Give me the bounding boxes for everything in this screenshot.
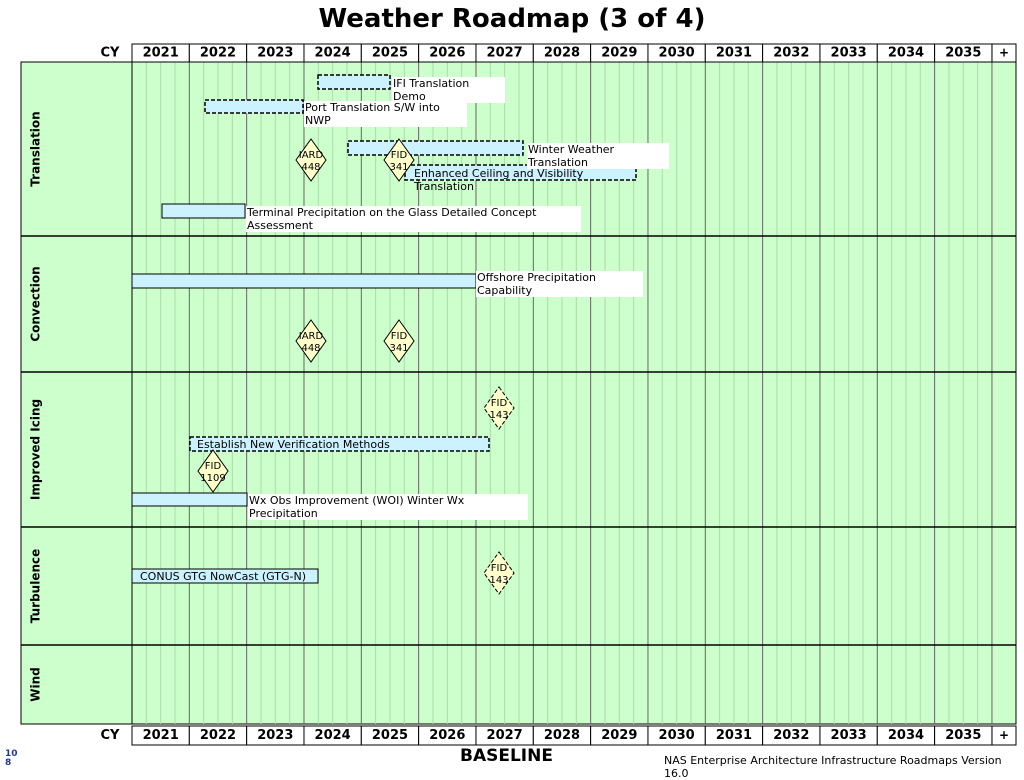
year-label: 2031 bbox=[716, 46, 752, 61]
milestone-label: 143 bbox=[489, 410, 508, 421]
year-label: 2029 bbox=[601, 46, 637, 61]
activity-bar bbox=[347, 140, 524, 156]
year-label: 2034 bbox=[888, 46, 924, 61]
milestone-label: 341 bbox=[389, 343, 408, 354]
baseline: BASELINE bbox=[460, 746, 553, 766]
year-label: 2034 bbox=[888, 728, 924, 743]
milestone bbox=[383, 319, 415, 363]
more-label: + bbox=[999, 46, 1009, 60]
milestone-label: FID bbox=[491, 398, 508, 409]
lane-label: Translation bbox=[29, 111, 43, 186]
lane-label: Wind bbox=[29, 667, 43, 701]
milestone-label: FID bbox=[391, 331, 408, 342]
year-label: 2024 bbox=[315, 46, 351, 61]
year-label: 2025 bbox=[372, 46, 408, 61]
activity-bar bbox=[131, 568, 319, 584]
activity-label: Establish New Verification Methods bbox=[197, 438, 390, 451]
year-label: 2035 bbox=[945, 46, 981, 61]
milestone-label: 341 bbox=[389, 162, 408, 173]
year-cell bbox=[991, 43, 1017, 63]
lane-label: Convection bbox=[29, 266, 43, 341]
year-label: 2027 bbox=[487, 728, 523, 743]
year-label: 2026 bbox=[429, 46, 465, 61]
activity-bar bbox=[161, 203, 246, 219]
cy-label: CY bbox=[101, 728, 121, 743]
more-label: + bbox=[999, 728, 1009, 742]
activity-label: Offshore Precipitation Capability bbox=[476, 271, 643, 297]
year-label: 2029 bbox=[601, 728, 637, 743]
activity-label: Enhanced Ceiling and Visibility Translat… bbox=[414, 167, 584, 193]
year-label: 2023 bbox=[257, 46, 293, 61]
year-label: 2032 bbox=[773, 728, 809, 743]
page-number: 108 bbox=[5, 749, 18, 768]
milestone-label: 448 bbox=[301, 343, 320, 354]
milestone-label: 143 bbox=[489, 575, 508, 586]
milestone-label: 1109 bbox=[200, 473, 225, 484]
milestone bbox=[483, 551, 515, 595]
year-label: 2024 bbox=[315, 728, 351, 743]
milestone bbox=[483, 386, 515, 430]
year-cell bbox=[991, 725, 1017, 746]
year-label: 2032 bbox=[773, 46, 809, 61]
year-label: 2023 bbox=[257, 728, 293, 743]
activity-label: CONUS GTG NowCast (GTG-N) bbox=[140, 570, 307, 583]
milestone-label: FID bbox=[391, 150, 408, 161]
year-label: 2022 bbox=[200, 46, 236, 61]
milestone bbox=[295, 138, 327, 182]
milestone-label: IARD bbox=[299, 150, 324, 161]
activity-label: Wx Obs Improvement (WOI) Winter Wx Preci… bbox=[248, 494, 528, 520]
activity-label: Winter Weather Translation bbox=[527, 143, 669, 169]
milestone-label: 448 bbox=[301, 162, 320, 173]
activity-bar bbox=[204, 99, 304, 114]
year-label: 2035 bbox=[945, 728, 981, 743]
activity-bar bbox=[131, 273, 477, 289]
activity-bar bbox=[317, 74, 391, 90]
year-label: 2031 bbox=[716, 728, 752, 743]
year-label: 2028 bbox=[544, 46, 580, 61]
milestone-label: FID bbox=[491, 563, 508, 574]
activity-label: Terminal Precipitation on the Glass Deta… bbox=[246, 206, 581, 232]
activity-label: Port Translation S/W into NWP bbox=[304, 101, 467, 127]
cy-label: CY bbox=[101, 46, 121, 61]
year-label: 2021 bbox=[143, 46, 179, 61]
version: NAS Enterprise Architecture Infrastructu… bbox=[664, 754, 1002, 780]
milestone bbox=[295, 319, 327, 363]
lane-label: Turbulence bbox=[29, 549, 43, 624]
year-label: 2030 bbox=[659, 46, 695, 61]
year-label: 2025 bbox=[372, 728, 408, 743]
year-label: 2027 bbox=[487, 46, 523, 61]
year-label: 2028 bbox=[544, 728, 580, 743]
milestone bbox=[197, 449, 229, 493]
year-label: 2033 bbox=[831, 728, 867, 743]
milestone-label: FID bbox=[205, 461, 222, 472]
year-label: 2030 bbox=[659, 728, 695, 743]
activity-bar bbox=[189, 436, 490, 452]
activity-label: IFI Translation Demo bbox=[392, 77, 505, 103]
activity-bar bbox=[131, 492, 248, 507]
title: Weather Roadmap (3 of 4) bbox=[318, 4, 706, 34]
milestone bbox=[383, 138, 415, 182]
milestone-label: IARD bbox=[299, 331, 324, 342]
year-label: 2022 bbox=[200, 728, 236, 743]
year-label: 2033 bbox=[831, 46, 867, 61]
lane-label: Improved Icing bbox=[29, 399, 43, 500]
year-label: 2026 bbox=[429, 728, 465, 743]
year-label: 2021 bbox=[143, 728, 179, 743]
